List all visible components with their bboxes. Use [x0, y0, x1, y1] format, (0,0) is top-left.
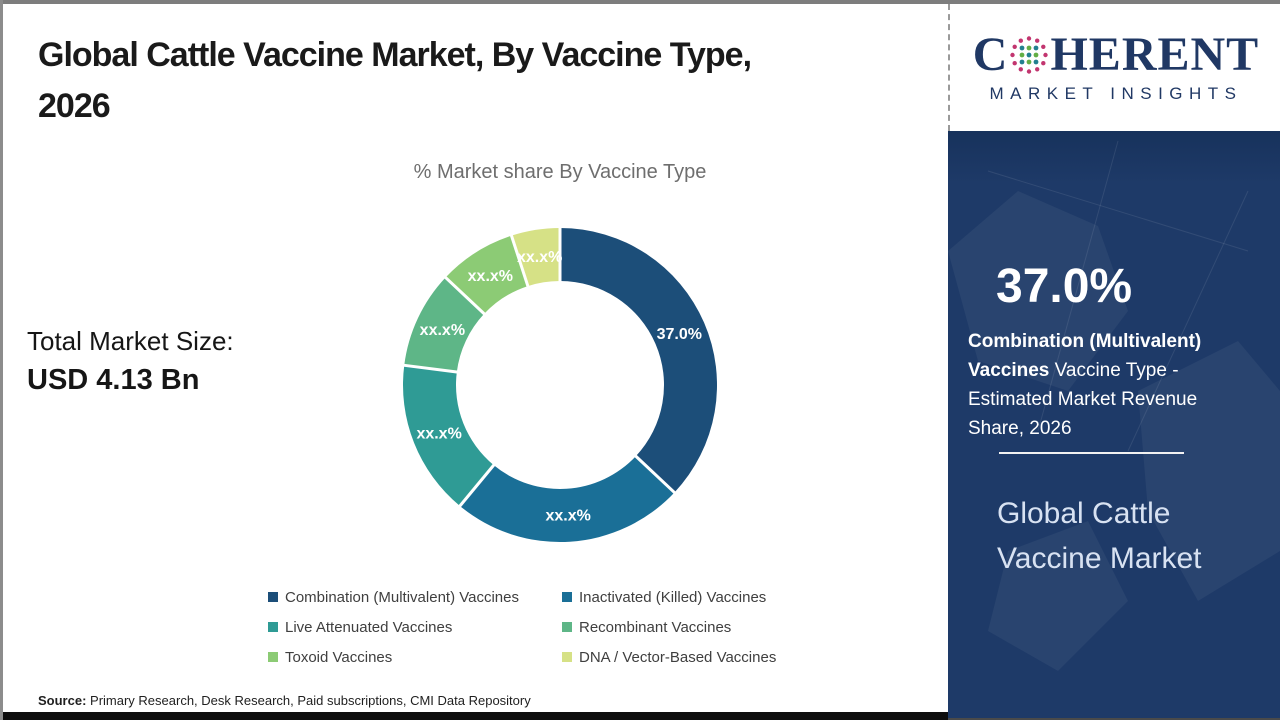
donut-slice-4: [445, 235, 528, 314]
sidebar-bottom-edge: [948, 716, 1280, 720]
slice-label-2: xx.x%: [416, 425, 461, 442]
legend-label: Inactivated (Killed) Vaccines: [579, 589, 767, 606]
legend-item-3: Recombinant Vaccines: [562, 619, 776, 636]
coherent-logo: C HERENT: [973, 31, 1259, 79]
slice-separator: [403, 363, 459, 374]
legend-label: Combination (Multivalent) Vaccines: [285, 589, 519, 606]
source-note: Source: Primary Research, Desk Research,…: [38, 693, 531, 708]
slice-separator: [634, 454, 677, 495]
slice-separator: [443, 275, 486, 316]
page-title-line2: 2026: [38, 87, 111, 125]
donut-chart: 37.0%xx.x%xx.x%xx.x%xx.x%xx.x%: [403, 227, 717, 542]
legend-label: DNA / Vector-Based Vaccines: [579, 649, 777, 666]
page-title: Global Cattle Vaccine Market, By Vaccine…: [38, 30, 938, 132]
legend-marker-icon: [268, 622, 278, 632]
sidebar-market-title: Global Cattle Vaccine Market: [997, 497, 1202, 575]
legend-marker-icon: [268, 652, 278, 662]
top-border: [0, 0, 1280, 4]
legend-marker-icon: [562, 592, 572, 602]
sidebar-divider: [999, 452, 1184, 454]
logo-letters-rest: HERENT: [1050, 28, 1260, 81]
bottom-border: [0, 712, 1280, 720]
left-border: [0, 0, 3, 720]
highlight-sidebar: 37.0% Combination (Multivalent) Vaccines…: [948, 131, 1280, 718]
legend-item-2: Live Attenuated Vaccines: [268, 619, 562, 636]
coherent-globe-icon: [1010, 36, 1049, 74]
total-market-value: USD 4.13 Bn: [27, 364, 200, 396]
slice-label-0: 37.0%: [657, 326, 702, 343]
donut-slice-3: [404, 277, 485, 372]
total-market-size: Total Market Size: USD 4.13 Bn: [27, 322, 234, 400]
donut-slice-2: [403, 365, 494, 506]
highlight-percentage: 37.0%: [996, 260, 1133, 313]
slice-label-1: xx.x%: [545, 507, 590, 524]
source-text: Primary Research, Desk Research, Paid su…: [86, 693, 531, 708]
legend-item-1: Inactivated (Killed) Vaccines: [562, 589, 776, 606]
legend-label: Toxoid Vaccines: [285, 649, 393, 666]
chart-title: % Market share By Vaccine Type: [413, 161, 707, 183]
legend-marker-icon: [268, 592, 278, 602]
legend-marker-icon: [562, 622, 572, 632]
slice-label-4: xx.x%: [468, 268, 513, 285]
logo-subtitle: MARKET INSIGHTS: [989, 84, 1243, 103]
highlight-description: Combination (Multivalent) Vaccines Vacci…: [968, 327, 1248, 443]
legend-label: Recombinant Vaccines: [579, 619, 732, 636]
legend-label: Live Attenuated Vaccines: [285, 619, 453, 636]
legend-item-4: Toxoid Vaccines: [268, 649, 562, 666]
highlight-description-rest: Vaccine Type - Estimated Market Revenue …: [968, 360, 1198, 439]
slice-label-3: xx.x%: [420, 322, 465, 339]
source-label: Source:: [38, 693, 87, 708]
page-title-line1: Global Cattle Vaccine Market, By Vaccine…: [38, 36, 752, 74]
slice-separator: [509, 234, 530, 288]
brand-logo-box: C HERENT MARKET INSIGHTS: [948, 4, 1280, 131]
donut-slice-1: [459, 456, 675, 542]
highlight-description-bold: Combination (Multivalent) Vaccines: [968, 331, 1202, 381]
slice-separator: [458, 463, 496, 508]
logo-letter-c: C: [972, 28, 1009, 81]
chart-legend: Combination (Multivalent) Vaccines Inacti…: [268, 589, 776, 666]
donut-slice-0: [560, 228, 717, 493]
legend-item-5: DNA / Vector-Based Vaccines: [562, 649, 776, 666]
total-market-label: Total Market Size:: [27, 326, 234, 356]
legend-marker-icon: [562, 652, 572, 662]
slice-label-5: xx.x%: [517, 249, 562, 266]
world-map-texture: [948, 140, 1280, 671]
legend-item-0: Combination (Multivalent) Vaccines: [268, 589, 562, 606]
